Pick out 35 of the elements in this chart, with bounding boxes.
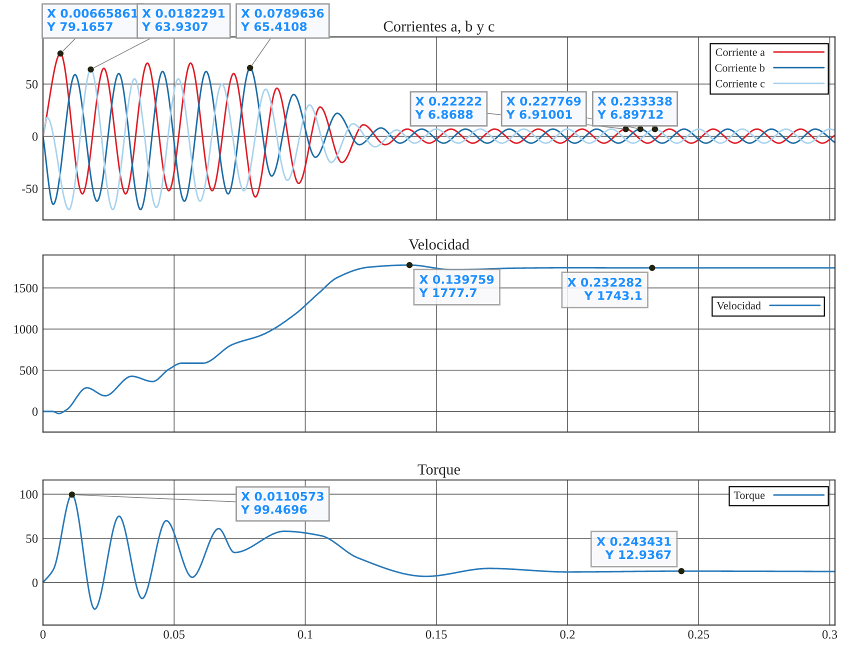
y-tick-label: 0 [32,407,38,416]
y-tick-label: 0 [32,132,38,141]
x-tick-label: 0.15 [426,630,447,639]
x-tick-label: 0 [40,630,46,639]
annotation: X 0.227769 Y 6.91001 [506,96,581,119]
annotation: X 0.233338 Y 6.89712 [597,96,672,119]
legend-label: Velocidad [716,302,761,310]
y-tick-label: 1000 [14,325,38,334]
y-tick-label: -50 [22,184,38,194]
x-tick-label: 0.1 [298,630,312,639]
annotation: X 0.00665861 Y 79.1657 [46,8,138,32]
annotation: X 0.0182291 Y 63.9307 [142,8,225,32]
chart-title: Corrientes a, b y c [384,20,494,35]
annotation: X 0.139759 Y 1777.7 [419,274,494,297]
chart-title: Velocidad [408,238,470,250]
chart-title: Torque [418,464,460,478]
annotation: X 0.232282 Y 1743.1 [567,278,642,300]
annotation: X 0.22222 Y 6.8688 [415,96,482,119]
y-tick-label: 100 [20,490,38,499]
y-tick-label: 50 [26,534,38,543]
annotation: X 0.0789636 Y 65.4108 [240,8,324,32]
x-tick-label: 0.25 [688,630,710,639]
x-tick-label: 0.2 [560,630,575,639]
legend-label: Torque [734,492,765,502]
y-tick-label: 0 [32,578,38,588]
legend-label: Corriente a [716,48,765,56]
annotation: X 0.243431 Y 12.9367 [596,536,671,560]
y-tick-label: 500 [20,366,38,375]
y-tick-label: 1500 [14,284,38,292]
x-tick-label: 0.3 [822,630,838,639]
legend-label: Corriente c [716,80,765,88]
y-tick-label: 50 [26,80,38,88]
x-tick-label: 0.05 [164,630,185,639]
legend-label: Corriente b [715,64,765,72]
annotation: X 0.0110573 Y 99.4696 [240,492,324,514]
